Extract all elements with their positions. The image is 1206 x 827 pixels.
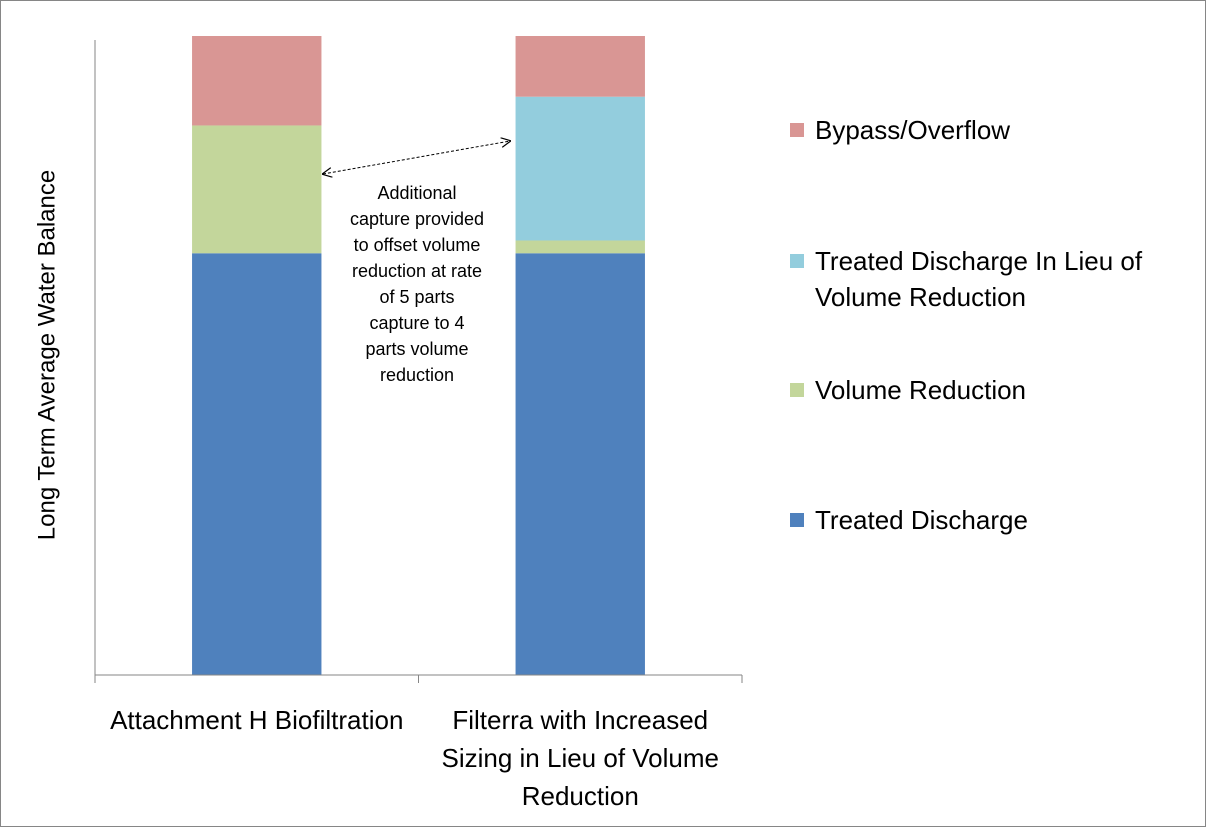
legend-label: Bypass/Overflow — [815, 115, 1011, 145]
legend-swatch — [790, 383, 804, 397]
x-tick-label: Filterra with Increased Sizing in Lieu o… — [441, 705, 719, 811]
bar-segment — [515, 36, 645, 97]
legend-swatch — [790, 513, 804, 527]
x-tick-label: Attachment H Biofiltration — [110, 705, 404, 735]
legend-label: Volume Reduction — [815, 375, 1027, 405]
bar-segment — [515, 253, 645, 675]
bar-segment — [515, 96, 645, 241]
annotation-arrow — [323, 141, 510, 174]
legend-item: Treated Discharge In Lieu of Volume Redu… — [790, 243, 1170, 315]
legend-item: Treated Discharge — [790, 502, 1170, 538]
legend-label: Treated Discharge In Lieu of Volume Redu… — [815, 246, 1143, 312]
legend-label: Treated Discharge — [815, 505, 1028, 535]
annotation: Additional capture provided to offset vo… — [349, 183, 485, 385]
bar-segment — [515, 240, 645, 254]
legend-swatch — [790, 254, 804, 268]
y-axis-title: Long Term Average Water Balance — [33, 170, 60, 540]
legend-item: Volume Reduction — [790, 372, 1170, 408]
legend-item: Bypass/Overflow — [790, 112, 1170, 148]
bar-segment — [192, 253, 322, 675]
legend-swatch — [790, 123, 804, 137]
bar-segment — [192, 36, 322, 126]
bar-segment — [192, 125, 322, 254]
